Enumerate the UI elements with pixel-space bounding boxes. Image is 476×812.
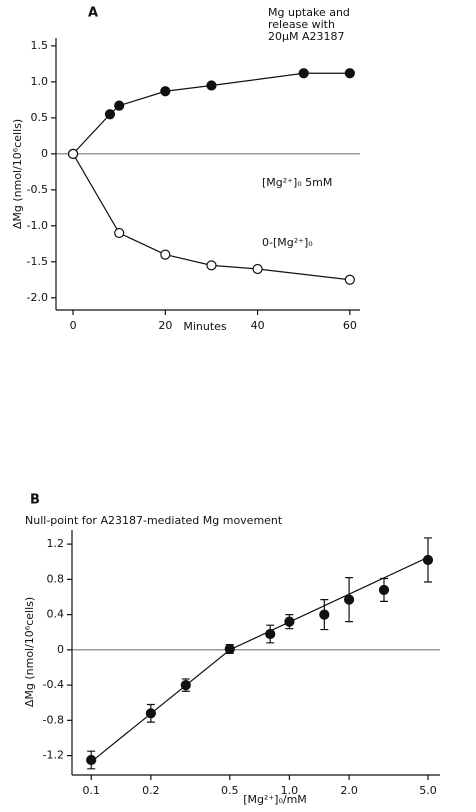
y-tick-label: -0.8 [43,713,64,726]
y-tick-label: -2.0 [27,291,48,304]
y-tick-label: 0 [57,643,64,656]
chart-subtitle: Null-point for A23187-mediated Mg moveme… [25,514,283,527]
chart-title: B [30,493,40,508]
x-tick-label: 40 [251,319,265,332]
data-point [67,148,79,159]
data-point [206,260,217,271]
data-point [206,80,217,91]
data-point [378,584,390,596]
y-tick-label: 0.5 [31,111,49,124]
y-axis-label: ΔMg (nmol/10⁶cells) [11,119,24,229]
x-tick-label: 5.0 [419,784,437,797]
x-tick-label: 0.5 [221,784,239,797]
y-axis-label: ΔMg (nmol/10⁶cells) [23,597,36,707]
data-point [344,274,355,285]
chart-title: A [88,6,98,21]
data-point [86,754,97,766]
x-tick-label: 0 [70,319,77,332]
y-tick-label: 1.5 [31,39,49,52]
x-tick-label: 20 [158,319,172,332]
y-tick-label: -1.0 [27,219,48,232]
annotation: 20μM A23187 [268,30,345,43]
series-line [90,556,429,763]
annotation: Mg uptake and [268,6,350,19]
x-tick-label: 0.1 [82,784,100,797]
data-point [114,227,125,239]
data-point [343,594,355,605]
data-point [298,68,309,79]
x-tick-label: 1.0 [281,784,299,797]
data-point [252,263,263,275]
data-point [114,100,125,111]
data-point [344,68,355,79]
y-tick-label: -0.4 [43,678,64,691]
data-point [160,249,171,260]
x-tick-label: 0.2 [142,784,160,797]
data-point [319,609,330,620]
x-axis-label: Minutes [183,320,227,333]
data-point [422,554,434,566]
y-tick-label: -0.5 [27,183,48,196]
x-tick-label: 2.0 [340,784,358,797]
data-point [160,86,171,97]
y-tick-label: -1.2 [43,749,64,762]
series-label: [Mg²⁺]₀ 5mM [262,176,332,189]
y-tick-label: 0.4 [47,608,65,621]
y-tick-label: 0.8 [47,572,65,585]
annotation: release with [268,18,335,31]
series-label: 0-[Mg²⁺]₀ [262,236,313,249]
y-tick-label: -1.5 [27,255,48,268]
y-tick-label: 0 [41,147,48,160]
y-tick-label: 1.0 [31,75,49,88]
data-point [104,109,116,120]
x-tick-label: 60 [343,319,357,332]
y-tick-label: 1.2 [47,537,65,550]
x-axis-label: [Mg²⁺]₀/mM [243,793,307,806]
series-line [72,153,350,281]
